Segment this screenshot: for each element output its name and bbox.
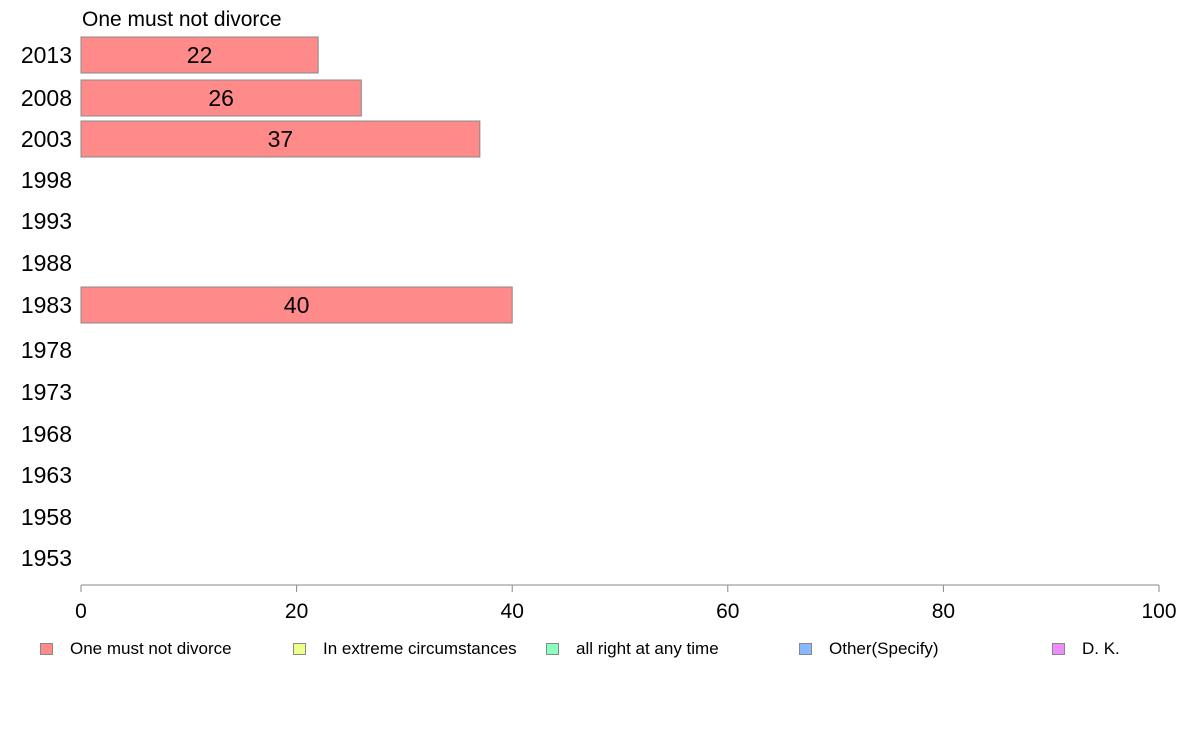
y-tick-label: 2008 bbox=[21, 85, 72, 111]
x-tick-label: 20 bbox=[285, 600, 308, 623]
legend-label: In extreme circumstances bbox=[323, 639, 517, 658]
bar-value-label: 37 bbox=[268, 126, 294, 152]
x-tick-label: 60 bbox=[716, 600, 739, 623]
chart-subtitle: One must not divorce bbox=[82, 8, 282, 31]
y-tick-label: 1978 bbox=[21, 337, 72, 363]
x-axis: 0 20 40 60 80 100 bbox=[75, 584, 1177, 623]
legend-label: D. K. bbox=[1082, 639, 1120, 658]
legend-item-all-right-at-any-time: all right at any time bbox=[546, 638, 719, 660]
legend-item-dk: D. K. bbox=[1052, 638, 1120, 660]
y-tick-label: 2003 bbox=[21, 126, 72, 152]
legend-label: Other(Specify) bbox=[829, 639, 939, 658]
bar-value-label: 22 bbox=[187, 42, 213, 68]
bar bbox=[80, 286, 513, 324]
legend-swatch bbox=[546, 643, 559, 655]
legend-swatch bbox=[1052, 643, 1065, 655]
y-tick-label: 1993 bbox=[21, 208, 72, 234]
bar-value-label: 40 bbox=[284, 292, 310, 318]
y-axis-labels: 2013 2008 2003 1998 1993 1988 1983 1978 1973 1968… bbox=[21, 42, 72, 571]
y-tick-label: 1973 bbox=[21, 379, 72, 405]
y-tick-label: 1963 bbox=[21, 462, 72, 488]
y-tick-label: 1958 bbox=[21, 504, 72, 530]
legend-item-in-extreme-circumstances: In extreme circumstances bbox=[293, 638, 517, 660]
legend-label: all right at any time bbox=[576, 639, 719, 658]
legend: One must not divorce In extreme circumst… bbox=[0, 638, 1188, 662]
y-tick-label: 1988 bbox=[21, 250, 72, 276]
bar bbox=[80, 79, 362, 117]
y-tick-label: 1998 bbox=[21, 167, 72, 193]
legend-label: One must not divorce bbox=[70, 639, 232, 658]
bar-value-label: 26 bbox=[208, 85, 234, 111]
x-tick-label: 40 bbox=[501, 600, 524, 623]
bar bbox=[80, 36, 319, 74]
x-tick-label: 80 bbox=[932, 600, 955, 623]
legend-item-other-specify: Other(Specify) bbox=[799, 638, 939, 660]
legend-swatch bbox=[293, 643, 306, 655]
y-tick-label: 1953 bbox=[21, 545, 72, 571]
y-tick-label: 1983 bbox=[21, 292, 72, 318]
legend-swatch bbox=[40, 643, 53, 655]
x-tick-label: 100 bbox=[1141, 600, 1176, 623]
bar bbox=[80, 120, 481, 158]
bars-group: 22 26 37 40 bbox=[80, 36, 513, 324]
legend-item-one-must-not-divorce: One must not divorce bbox=[40, 638, 232, 660]
x-tick-label: 0 bbox=[75, 600, 87, 623]
legend-swatch bbox=[799, 643, 812, 655]
y-tick-label: 1968 bbox=[21, 421, 72, 447]
y-tick-label: 2013 bbox=[21, 42, 72, 68]
